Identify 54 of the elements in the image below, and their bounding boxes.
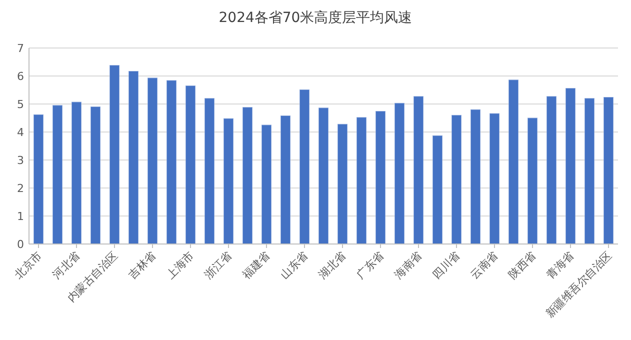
x-tick-label: 四川省 (430, 248, 463, 282)
x-tick-label: 山东省 (278, 248, 311, 282)
bar (34, 114, 44, 244)
bar (394, 102, 404, 244)
x-tick-label: 上海市 (164, 248, 197, 282)
x-tick-label: 河北省 (50, 248, 83, 282)
x-tick-label: 云南省 (468, 248, 501, 282)
bar (148, 78, 158, 244)
y-tick-label: 3 (17, 154, 24, 167)
bar (280, 116, 290, 244)
x-tick-label: 青海省 (544, 248, 577, 282)
bar (52, 105, 62, 244)
bar (356, 117, 366, 244)
x-tick-label: 浙江省 (202, 248, 235, 282)
y-tick-label: 2 (17, 182, 24, 195)
bar (546, 96, 556, 244)
x-tick-label: 广东省 (354, 248, 387, 282)
bar (584, 98, 594, 244)
x-tick-label: 吉林省 (126, 248, 159, 282)
bar (166, 80, 176, 244)
bar (204, 98, 214, 244)
y-tick-label: 0 (17, 238, 24, 251)
bar (72, 102, 82, 244)
x-tick-label: 福建省 (240, 248, 273, 282)
bar (566, 88, 576, 244)
bar (110, 65, 120, 244)
x-tick-label: 陕西省 (506, 248, 539, 282)
bar (490, 113, 500, 244)
y-tick-label: 4 (17, 126, 24, 139)
bar (604, 97, 614, 244)
x-tick-label: 湖北省 (316, 248, 349, 282)
bar (414, 96, 424, 244)
chart-title: 2024各省70米高度层平均风速 (218, 10, 412, 26)
x-tick-label: 海南省 (392, 248, 425, 282)
bar (318, 108, 328, 244)
bar (300, 89, 310, 244)
y-tick-label: 5 (17, 98, 24, 111)
bar (224, 118, 234, 244)
bar (90, 106, 100, 244)
bar (186, 86, 196, 244)
bar (128, 70, 138, 244)
bar (470, 109, 480, 244)
bar (452, 114, 462, 244)
bar (376, 111, 386, 244)
bar (242, 107, 252, 244)
x-tick-label: 北京市 (12, 248, 45, 282)
y-tick-label: 6 (17, 70, 24, 83)
bar (432, 135, 442, 244)
y-tick-label: 7 (17, 42, 24, 55)
bar (508, 80, 518, 244)
y-tick-label: 1 (17, 210, 24, 223)
bar (338, 124, 348, 244)
bar (262, 124, 272, 244)
bar (528, 118, 538, 244)
